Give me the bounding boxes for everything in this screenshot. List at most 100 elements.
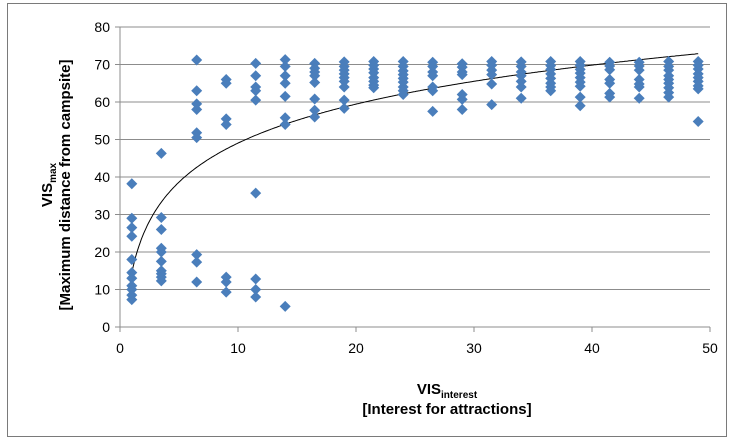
x-axis-title: VISinterest: [417, 381, 478, 401]
data-point: [309, 70, 321, 82]
data-point: [515, 75, 527, 87]
data-point: [456, 93, 468, 105]
y-tick-label: 60: [94, 94, 110, 110]
data-point: [692, 116, 704, 127]
data-point: [191, 256, 203, 268]
y-tick-label: 30: [94, 207, 110, 223]
data-point: [279, 112, 291, 124]
data-point: [515, 81, 527, 93]
data-point: [574, 100, 586, 112]
data-point: [515, 70, 527, 82]
data-point: [397, 89, 409, 100]
data-point: [126, 212, 138, 224]
data-point: [633, 64, 645, 76]
y-tick-label: 10: [94, 282, 110, 298]
data-point: [126, 272, 138, 284]
data-point: [250, 57, 262, 69]
y-tick-label: 40: [94, 169, 110, 185]
x-tick-label: 40: [584, 340, 600, 356]
data-point: [279, 60, 291, 72]
data-point: [250, 85, 262, 97]
data-point: [155, 212, 167, 223]
data-point: [692, 83, 704, 95]
data-point: [126, 284, 138, 295]
data-point: [220, 77, 232, 89]
y-tick-label: 50: [94, 132, 110, 148]
data-point: [250, 273, 262, 285]
y-tick-label: 70: [94, 57, 110, 73]
data-point: [126, 222, 138, 234]
x-axis-title-line2: [Interest for attractions]: [362, 401, 531, 418]
data-point: [486, 78, 498, 90]
data-point: [574, 80, 586, 92]
data-points: [126, 54, 704, 312]
data-point: [250, 94, 262, 106]
data-point: [191, 132, 203, 144]
data-point: [126, 230, 138, 242]
data-point: [486, 99, 498, 111]
data-point: [191, 54, 203, 66]
data-point: [545, 85, 557, 97]
data-point: [279, 54, 291, 66]
data-point: [338, 102, 350, 114]
data-point: [427, 60, 439, 72]
trendline: [130, 53, 699, 279]
data-point: [486, 69, 498, 81]
data-point: [155, 275, 167, 287]
data-point: [155, 255, 167, 267]
x-tick-label: 10: [230, 340, 246, 356]
data-point: [250, 187, 262, 199]
x-tick-label: 20: [348, 340, 364, 356]
x-tick-label: 50: [702, 340, 718, 356]
data-point: [126, 254, 138, 265]
y-axis-title-main: VIS: [39, 183, 56, 207]
y-axis-title: VISmax: [39, 162, 59, 207]
y-axis-title-line2: [Maximum distance from campsite]: [57, 60, 74, 311]
data-point: [338, 75, 350, 87]
data-point: [250, 70, 262, 82]
data-point: [515, 92, 527, 104]
data-point: [604, 91, 616, 103]
data-point: [279, 77, 291, 89]
data-point: [220, 113, 232, 125]
data-point: [250, 291, 262, 303]
data-point: [191, 98, 203, 110]
data-point: [220, 119, 232, 130]
data-point: [427, 70, 439, 82]
data-point: [456, 104, 468, 115]
y-tick-labels: 0 10 20 30 40 50 60 70 80: [94, 19, 110, 335]
x-tick-label: 30: [466, 340, 482, 356]
data-point: [126, 267, 138, 279]
data-point: [279, 119, 291, 130]
data-point: [220, 276, 232, 288]
data-point: [604, 77, 616, 89]
data-point: [427, 105, 439, 117]
data-point: [456, 69, 468, 81]
y-tick-label: 80: [94, 19, 110, 35]
data-point: [663, 91, 675, 103]
data-point: [279, 300, 291, 312]
data-point: [126, 178, 138, 190]
data-point: [279, 70, 291, 82]
data-point: [155, 224, 167, 235]
data-point: [191, 104, 203, 115]
data-point: [155, 246, 167, 258]
data-point: [309, 104, 321, 116]
data-point: [604, 64, 616, 76]
data-point: [155, 147, 167, 159]
data-point: [191, 249, 203, 261]
data-point: [427, 85, 439, 97]
x-tick-labels: 0 10 20 30 40 50: [116, 340, 718, 356]
axes: [115, 26, 711, 332]
y-tick-label: 0: [102, 319, 110, 335]
data-point: [191, 276, 203, 288]
y-tick-label: 20: [94, 244, 110, 260]
data-point: [368, 82, 380, 94]
x-tick-label: 0: [116, 340, 124, 356]
data-point: [309, 77, 321, 88]
data-point: [633, 92, 645, 104]
data-point: [191, 85, 203, 97]
data-point: [663, 64, 675, 76]
data-point: [338, 81, 350, 93]
